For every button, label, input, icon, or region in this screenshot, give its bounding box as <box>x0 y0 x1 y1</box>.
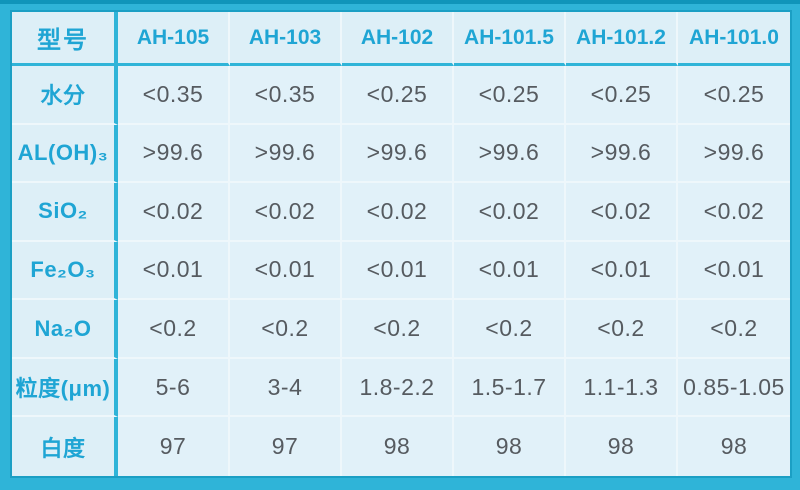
row-label-al-oh-3: AL(OH)₃ <box>12 124 118 184</box>
column-header-ah-103: AH-103 <box>230 12 342 66</box>
table-cell: <0.02 <box>454 183 566 242</box>
row-label-particle-size: 粒度(μm) <box>12 358 118 418</box>
table-cell: <0.2 <box>566 300 678 359</box>
column-header-ah-101-2: AH-101.2 <box>566 12 678 66</box>
table-cell: <0.2 <box>454 300 566 359</box>
table-cell: <0.01 <box>566 241 678 301</box>
row-label-fe2o3: Fe₂O₃ <box>12 241 118 301</box>
column-header-ah-101-0: AH-101.0 <box>678 12 790 66</box>
table-cell: <0.2 <box>342 300 454 359</box>
table-cell: <0.2 <box>230 300 342 359</box>
table-cell: <0.02 <box>118 183 230 242</box>
row-label-na2o: Na₂O <box>12 300 118 359</box>
table-cell: >99.6 <box>230 124 342 184</box>
row-label-whiteness: 白度 <box>12 417 118 476</box>
table-cell: 98 <box>454 417 566 476</box>
table-cell: <0.01 <box>230 241 342 301</box>
column-header-ah-101-5: AH-101.5 <box>454 12 566 66</box>
table-cell: <0.25 <box>566 66 678 125</box>
table-cell: <0.25 <box>454 66 566 125</box>
table-cell: <0.01 <box>118 241 230 301</box>
table-cell: 97 <box>118 417 230 476</box>
table-cell: >99.6 <box>454 124 566 184</box>
table-cell: <0.25 <box>678 66 790 125</box>
table-cell: <0.01 <box>342 241 454 301</box>
table-cell: 98 <box>566 417 678 476</box>
table-cell: 1.5-1.7 <box>454 358 566 418</box>
table-cell: <0.02 <box>342 183 454 242</box>
table-cell: 98 <box>342 417 454 476</box>
table-cell: >99.6 <box>342 124 454 184</box>
column-header-ah-105: AH-105 <box>118 12 230 66</box>
table-cell: <0.35 <box>230 66 342 125</box>
table-cell: >99.6 <box>566 124 678 184</box>
table-cell: 1.8-2.2 <box>342 358 454 418</box>
table-cell: >99.6 <box>678 124 790 184</box>
row-label-sio2: SiO₂ <box>12 183 118 242</box>
table-cell: <0.2 <box>678 300 790 359</box>
table-cell: <0.25 <box>342 66 454 125</box>
table-cell: 97 <box>230 417 342 476</box>
table-cell: 98 <box>678 417 790 476</box>
table-cell: <0.01 <box>678 241 790 301</box>
row-label-moisture: 水分 <box>12 66 118 125</box>
table-cell: <0.02 <box>678 183 790 242</box>
table-cell: 0.85-1.05 <box>678 358 790 418</box>
table-cell: <0.35 <box>118 66 230 125</box>
table-cell: <0.02 <box>566 183 678 242</box>
column-header-ah-102: AH-102 <box>342 12 454 66</box>
spec-table: 型号 AH-105 AH-103 AH-102 AH-101.5 AH-101.… <box>10 10 792 478</box>
table-cell: 1.1-1.3 <box>566 358 678 418</box>
table-cell: <0.01 <box>454 241 566 301</box>
table-cell: <0.02 <box>230 183 342 242</box>
table-cell: <0.2 <box>118 300 230 359</box>
table-cell: 5-6 <box>118 358 230 418</box>
table-corner-header: 型号 <box>12 12 118 66</box>
table-cell: >99.6 <box>118 124 230 184</box>
table-cell: 3-4 <box>230 358 342 418</box>
